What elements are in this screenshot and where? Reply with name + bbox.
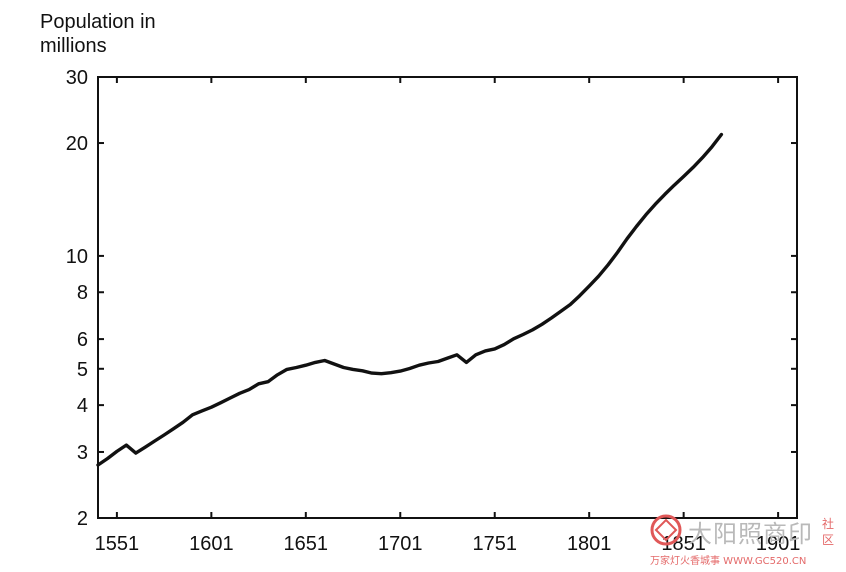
- axes-layer: [97, 76, 798, 519]
- x-tick-label: 1901: [756, 533, 801, 555]
- x-tick-label: 1651: [284, 533, 329, 555]
- series-layer: [96, 132, 724, 467]
- x-tick-label: 1801: [567, 533, 612, 555]
- x-tick-label: 1851: [661, 533, 706, 555]
- x-tick-label: 1751: [472, 533, 517, 555]
- y-axis-label: Population in millions: [40, 11, 156, 57]
- y-tick-label: 6: [77, 329, 88, 351]
- population-series-line: [96, 132, 724, 467]
- y-tick-label: 30: [66, 67, 88, 89]
- tick-labels-layer: 2 3 4 5 6 8 10 20 30 1551 1601 1651 1701 1751 1801 1851…: [66, 67, 801, 555]
- y-tick-label: 3: [77, 442, 88, 464]
- y-tick-label: 20: [66, 133, 88, 155]
- y-tick-label: 5: [77, 359, 88, 381]
- ticks-layer: [98, 76, 797, 519]
- y-tick-label: 10: [66, 246, 88, 268]
- x-tick-label: 1551: [95, 533, 140, 555]
- y-tick-label: 2: [77, 508, 88, 530]
- x-tick-label: 1601: [189, 533, 234, 555]
- x-tick-label: 1701: [378, 533, 423, 555]
- y-tick-label: 8: [77, 282, 88, 304]
- y-tick-label: 4: [77, 395, 88, 417]
- plot-frame: [97, 76, 798, 519]
